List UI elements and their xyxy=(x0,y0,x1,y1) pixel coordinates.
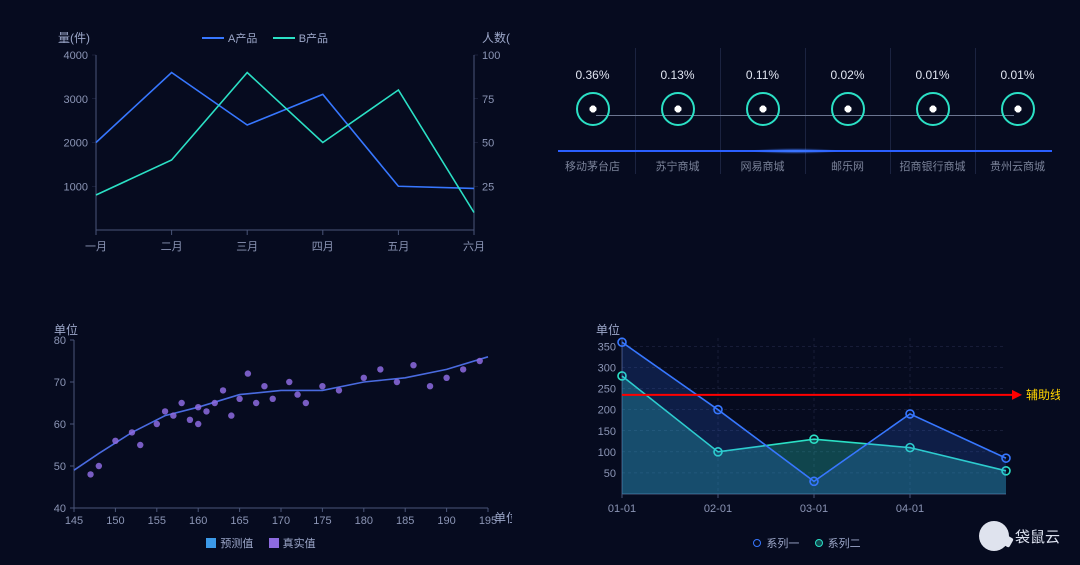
step-ring-icon xyxy=(576,92,610,126)
step-ring-icon xyxy=(1001,92,1035,126)
watermark-text: 袋鼠云 xyxy=(1015,526,1060,547)
svg-text:02-01: 02-01 xyxy=(704,503,732,515)
scatter-x-label: 单位 xyxy=(494,510,512,525)
y-left-label: 量(件) xyxy=(58,31,90,45)
step-pct: 0.02% xyxy=(830,68,864,82)
step-divider xyxy=(975,48,976,174)
svg-text:100: 100 xyxy=(482,50,500,62)
series-a-line xyxy=(96,73,474,189)
svg-text:三月: 三月 xyxy=(236,241,258,253)
product-line-chart: 量(件) 人数( 1000 2000 3000 4000 25 50 75 100 一月 二月… xyxy=(22,20,512,265)
svg-text:180: 180 xyxy=(355,515,373,527)
scatter-chart: 单位 40 50 60 70 80 145 150 155 160 165 170 175 180 18… xyxy=(22,320,512,555)
svg-text:25: 25 xyxy=(482,181,494,193)
svg-text:60: 60 xyxy=(54,419,66,431)
step-label: 贵州云商城 xyxy=(990,158,1045,174)
svg-text:70: 70 xyxy=(54,377,66,389)
area-chart: 单位 50 100 150 200 250 300 350 01-01 02-01 03-01 0… xyxy=(566,320,1060,555)
step-divider xyxy=(805,48,806,174)
svg-text:80: 80 xyxy=(54,335,66,347)
svg-text:50: 50 xyxy=(604,468,616,480)
svg-text:165: 165 xyxy=(230,515,248,527)
svg-text:二月: 二月 xyxy=(161,241,183,253)
step-divider xyxy=(635,48,636,174)
trend-line xyxy=(74,357,488,470)
step-ring-icon xyxy=(916,92,950,126)
step-pct: 0.13% xyxy=(660,68,694,82)
svg-text:175: 175 xyxy=(313,515,331,527)
svg-text:四月: 四月 xyxy=(312,241,334,253)
step-label: 苏宁商城 xyxy=(656,158,700,174)
svg-text:04-01: 04-01 xyxy=(896,503,924,515)
step-item: 0.36% 移动茅台店 xyxy=(553,68,633,174)
step-pct: 0.11% xyxy=(746,68,779,82)
wechat-icon xyxy=(979,521,1009,551)
chart1-legend: A产品 B产品 xyxy=(202,28,340,46)
scatter-legend: 预测值 真实值 xyxy=(22,535,512,551)
svg-text:200: 200 xyxy=(598,405,616,417)
step-label: 移动茅台店 xyxy=(565,158,620,174)
svg-text:300: 300 xyxy=(598,363,616,375)
svg-text:50: 50 xyxy=(482,138,494,150)
scatter-points xyxy=(87,358,483,478)
step-label: 邮乐网 xyxy=(831,158,864,174)
svg-text:145: 145 xyxy=(65,515,83,527)
ref-arrow xyxy=(1012,390,1022,400)
svg-text:150: 150 xyxy=(106,515,124,527)
svg-text:250: 250 xyxy=(598,384,616,396)
svg-text:190: 190 xyxy=(437,515,455,527)
svg-text:01-01: 01-01 xyxy=(608,503,636,515)
svg-text:75: 75 xyxy=(482,94,494,106)
watermark: 袋鼠云 xyxy=(979,521,1060,551)
step-pct: 0.36% xyxy=(575,68,609,82)
svg-text:350: 350 xyxy=(598,341,616,353)
svg-text:150: 150 xyxy=(598,426,616,438)
svg-text:160: 160 xyxy=(189,515,207,527)
step-ring-icon xyxy=(831,92,865,126)
svg-text:155: 155 xyxy=(148,515,166,527)
area-y-label: 单位 xyxy=(596,322,620,337)
svg-text:1000: 1000 xyxy=(64,181,88,193)
step-item: 0.01% 招商银行商城 xyxy=(893,68,973,174)
steps-underline-glow xyxy=(750,148,840,154)
svg-text:六月: 六月 xyxy=(463,240,485,253)
steps-connector-line xyxy=(596,115,1014,116)
svg-text:185: 185 xyxy=(396,515,414,527)
step-item: 0.01% 贵州云商城 xyxy=(978,68,1058,174)
svg-text:一月: 一月 xyxy=(85,241,107,253)
step-item: 0.02% 邮乐网 xyxy=(808,68,888,174)
step-divider xyxy=(720,48,721,174)
svg-text:50: 50 xyxy=(54,461,66,473)
svg-text:170: 170 xyxy=(272,515,290,527)
step-label: 网易商城 xyxy=(741,158,785,174)
series-b-line xyxy=(96,73,474,213)
step-item: 0.11% 网易商城 xyxy=(723,68,803,174)
svg-text:03-01: 03-01 xyxy=(800,503,828,515)
svg-text:4000: 4000 xyxy=(64,50,88,62)
svg-text:3000: 3000 xyxy=(64,94,88,106)
step-label: 招商银行商城 xyxy=(900,158,966,174)
svg-text:100: 100 xyxy=(598,447,616,459)
y-right-label: 人数( xyxy=(482,30,510,45)
svg-text:40: 40 xyxy=(54,503,66,515)
svg-text:五月: 五月 xyxy=(387,241,409,253)
step-pct: 0.01% xyxy=(915,68,949,82)
step-item: 0.13% 苏宁商城 xyxy=(638,68,718,174)
step-pct: 0.01% xyxy=(1000,68,1034,82)
step-divider xyxy=(890,48,891,174)
svg-text:2000: 2000 xyxy=(64,138,88,150)
step-ring-icon xyxy=(661,92,695,126)
step-ring-icon xyxy=(746,92,780,126)
ref-label: 辅助线 xyxy=(1026,388,1060,402)
channel-steps: 0.36% 移动茅台店0.13% 苏宁商城0.11% 网易商城0.02% 邮乐网… xyxy=(550,48,1060,228)
